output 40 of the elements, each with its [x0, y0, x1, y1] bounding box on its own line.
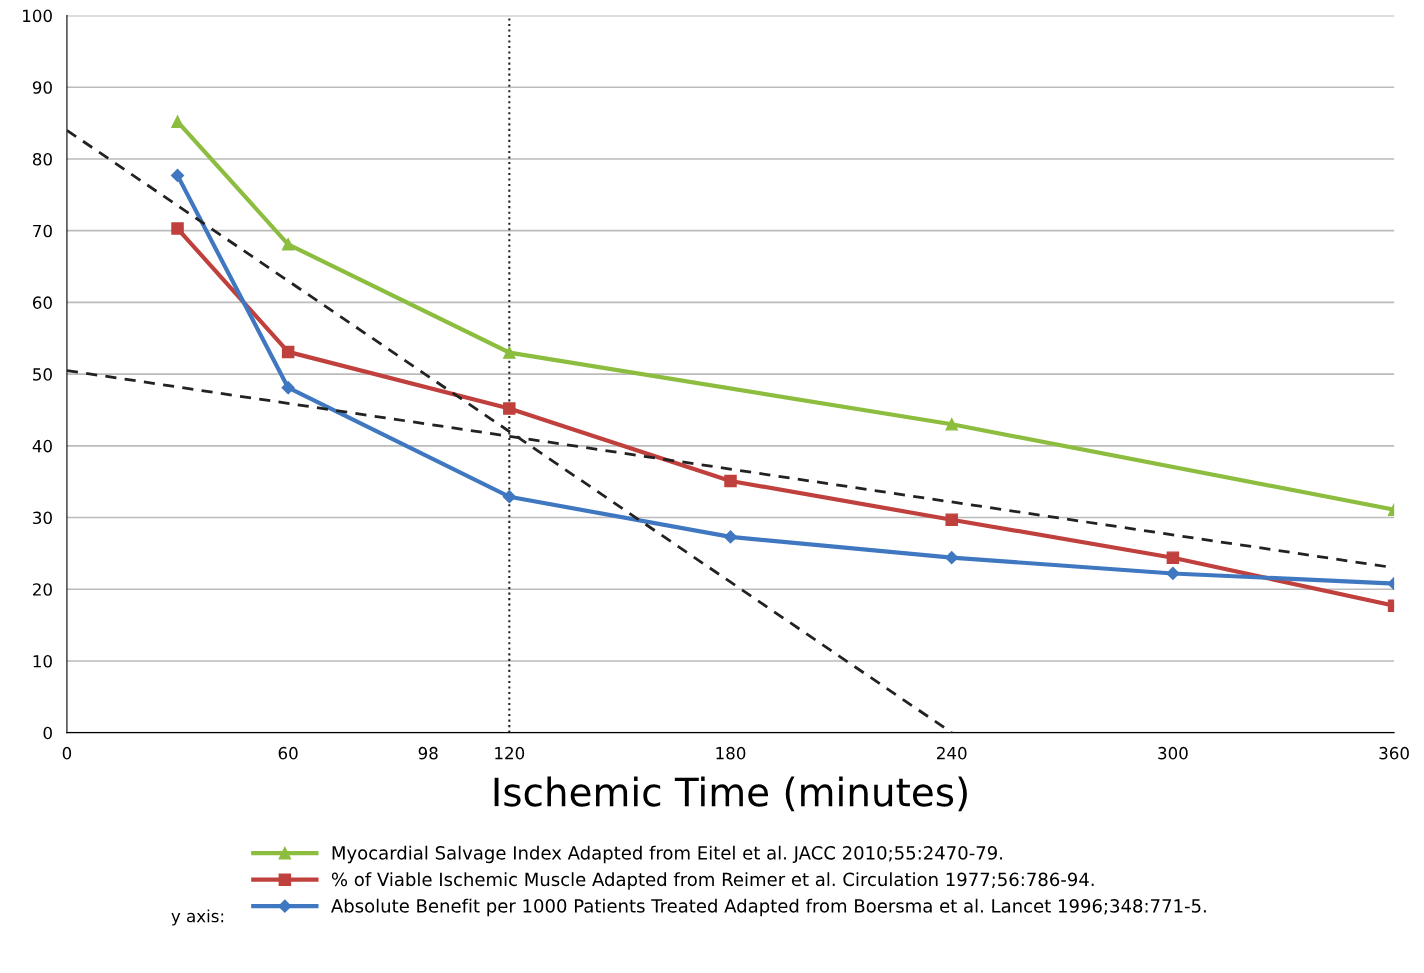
point [945, 418, 958, 431]
legend-label: Myocardial Salvage Index Adapted from Eitel et al. JACC 2010;55:2470-79. [332, 845, 1002, 864]
x-tick-label: 98 [418, 746, 438, 760]
legend-label: Absolute Benefit per 1000 Patients Treated Adapted from Boersma et al. Lancet 1996;348:771-5. [331, 898, 1206, 917]
y-tick-label: 100 [23, 9, 52, 23]
point [945, 513, 958, 526]
y-tick-label: 50 [33, 368, 52, 381]
point [503, 402, 516, 415]
legend-label: % of Viable Ischemic Muscle Adapted from Reimer et al. Circulation 1977;56:786-94. [331, 872, 1094, 890]
y-tick-label: 40 [32, 439, 52, 453]
point [503, 346, 516, 359]
point [170, 168, 185, 183]
point [723, 530, 738, 544]
y-tick-label: 60 [32, 296, 52, 309]
y-tick-label: 80 [32, 152, 52, 166]
legend-title: y axis: [171, 909, 224, 926]
x-tick-label: 120 [495, 746, 525, 760]
x-tick-label: 360 [1379, 746, 1409, 760]
x-tick-label: 60 [278, 746, 298, 760]
x-tick-label: 300 [1158, 746, 1188, 760]
point [281, 238, 295, 251]
point [724, 474, 737, 488]
x-tick-label: 180 [716, 746, 746, 760]
y-tick-label: 30 [33, 511, 52, 525]
point [171, 115, 184, 128]
y-tick-label: 70 [33, 224, 52, 238]
point [945, 551, 959, 565]
y-tick-label: 10 [33, 654, 52, 668]
x-axis-title: Ischemic Time (minutes) [494, 776, 967, 812]
y-tick-label: 0 [43, 726, 52, 740]
point [1166, 551, 1180, 564]
point [281, 345, 295, 359]
point [281, 381, 295, 395]
point [502, 490, 516, 504]
x-tick-label: 240 [937, 746, 967, 760]
y-tick-label: 20 [33, 583, 52, 596]
y-tick-label: 90 [32, 81, 52, 94]
x-tick-label: 0 [62, 746, 72, 760]
point [171, 222, 184, 235]
point [1166, 566, 1180, 581]
